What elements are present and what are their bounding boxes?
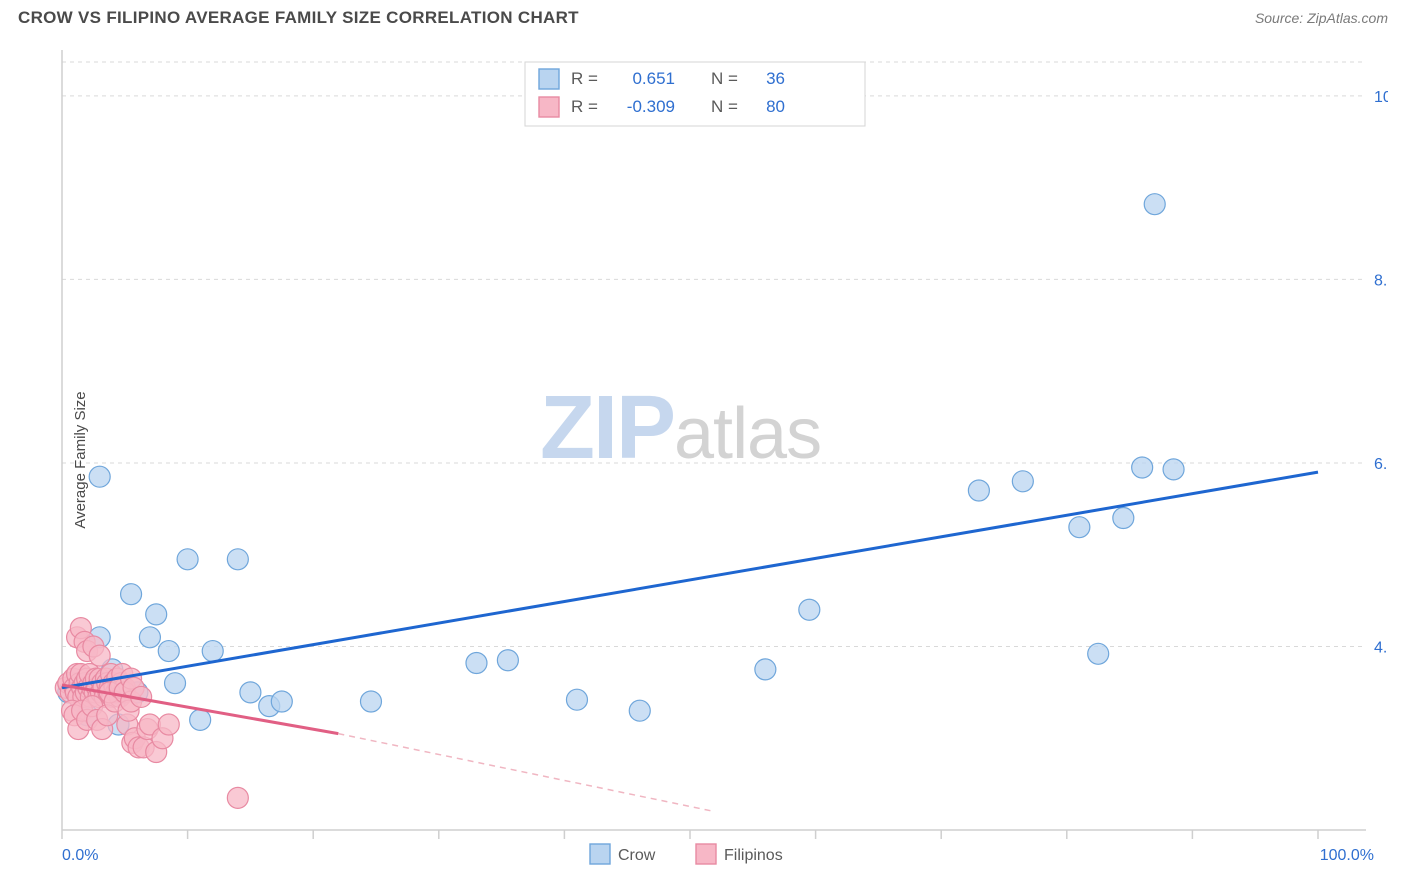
svg-text:R =: R = bbox=[571, 69, 598, 88]
svg-text:0.651: 0.651 bbox=[632, 69, 675, 88]
chart-title: CROW VS FILIPINO AVERAGE FAMILY SIZE COR… bbox=[18, 8, 579, 28]
y-axis-label: Average Family Size bbox=[72, 391, 89, 528]
svg-text:Filipinos: Filipinos bbox=[724, 847, 783, 864]
svg-text:N =: N = bbox=[711, 97, 738, 116]
source-attribution: Source: ZipAtlas.com bbox=[1255, 10, 1388, 26]
svg-text:R =: R = bbox=[571, 97, 598, 116]
source-prefix: Source: bbox=[1255, 10, 1307, 26]
source-name: ZipAtlas.com bbox=[1307, 10, 1388, 26]
svg-text:80: 80 bbox=[766, 97, 785, 116]
svg-text:10.00: 10.00 bbox=[1374, 89, 1388, 106]
svg-text:-0.309: -0.309 bbox=[627, 97, 675, 116]
svg-text:8.00: 8.00 bbox=[1374, 272, 1388, 289]
svg-text:4.00: 4.00 bbox=[1374, 639, 1388, 656]
svg-text:N =: N = bbox=[711, 69, 738, 88]
correlation-scatter-chart: 4.00 6.00 8.00 10.00 0.0% 100.0% ZIPatlas R = 0.… bbox=[18, 40, 1388, 880]
svg-text:Crow: Crow bbox=[618, 847, 656, 864]
svg-text:100.0%: 100.0% bbox=[1320, 847, 1374, 864]
svg-text:36: 36 bbox=[766, 69, 785, 88]
svg-text:ZIPatlas: ZIPatlas bbox=[540, 378, 821, 478]
svg-text:0.0%: 0.0% bbox=[62, 847, 98, 864]
svg-text:6.00: 6.00 bbox=[1374, 456, 1388, 473]
